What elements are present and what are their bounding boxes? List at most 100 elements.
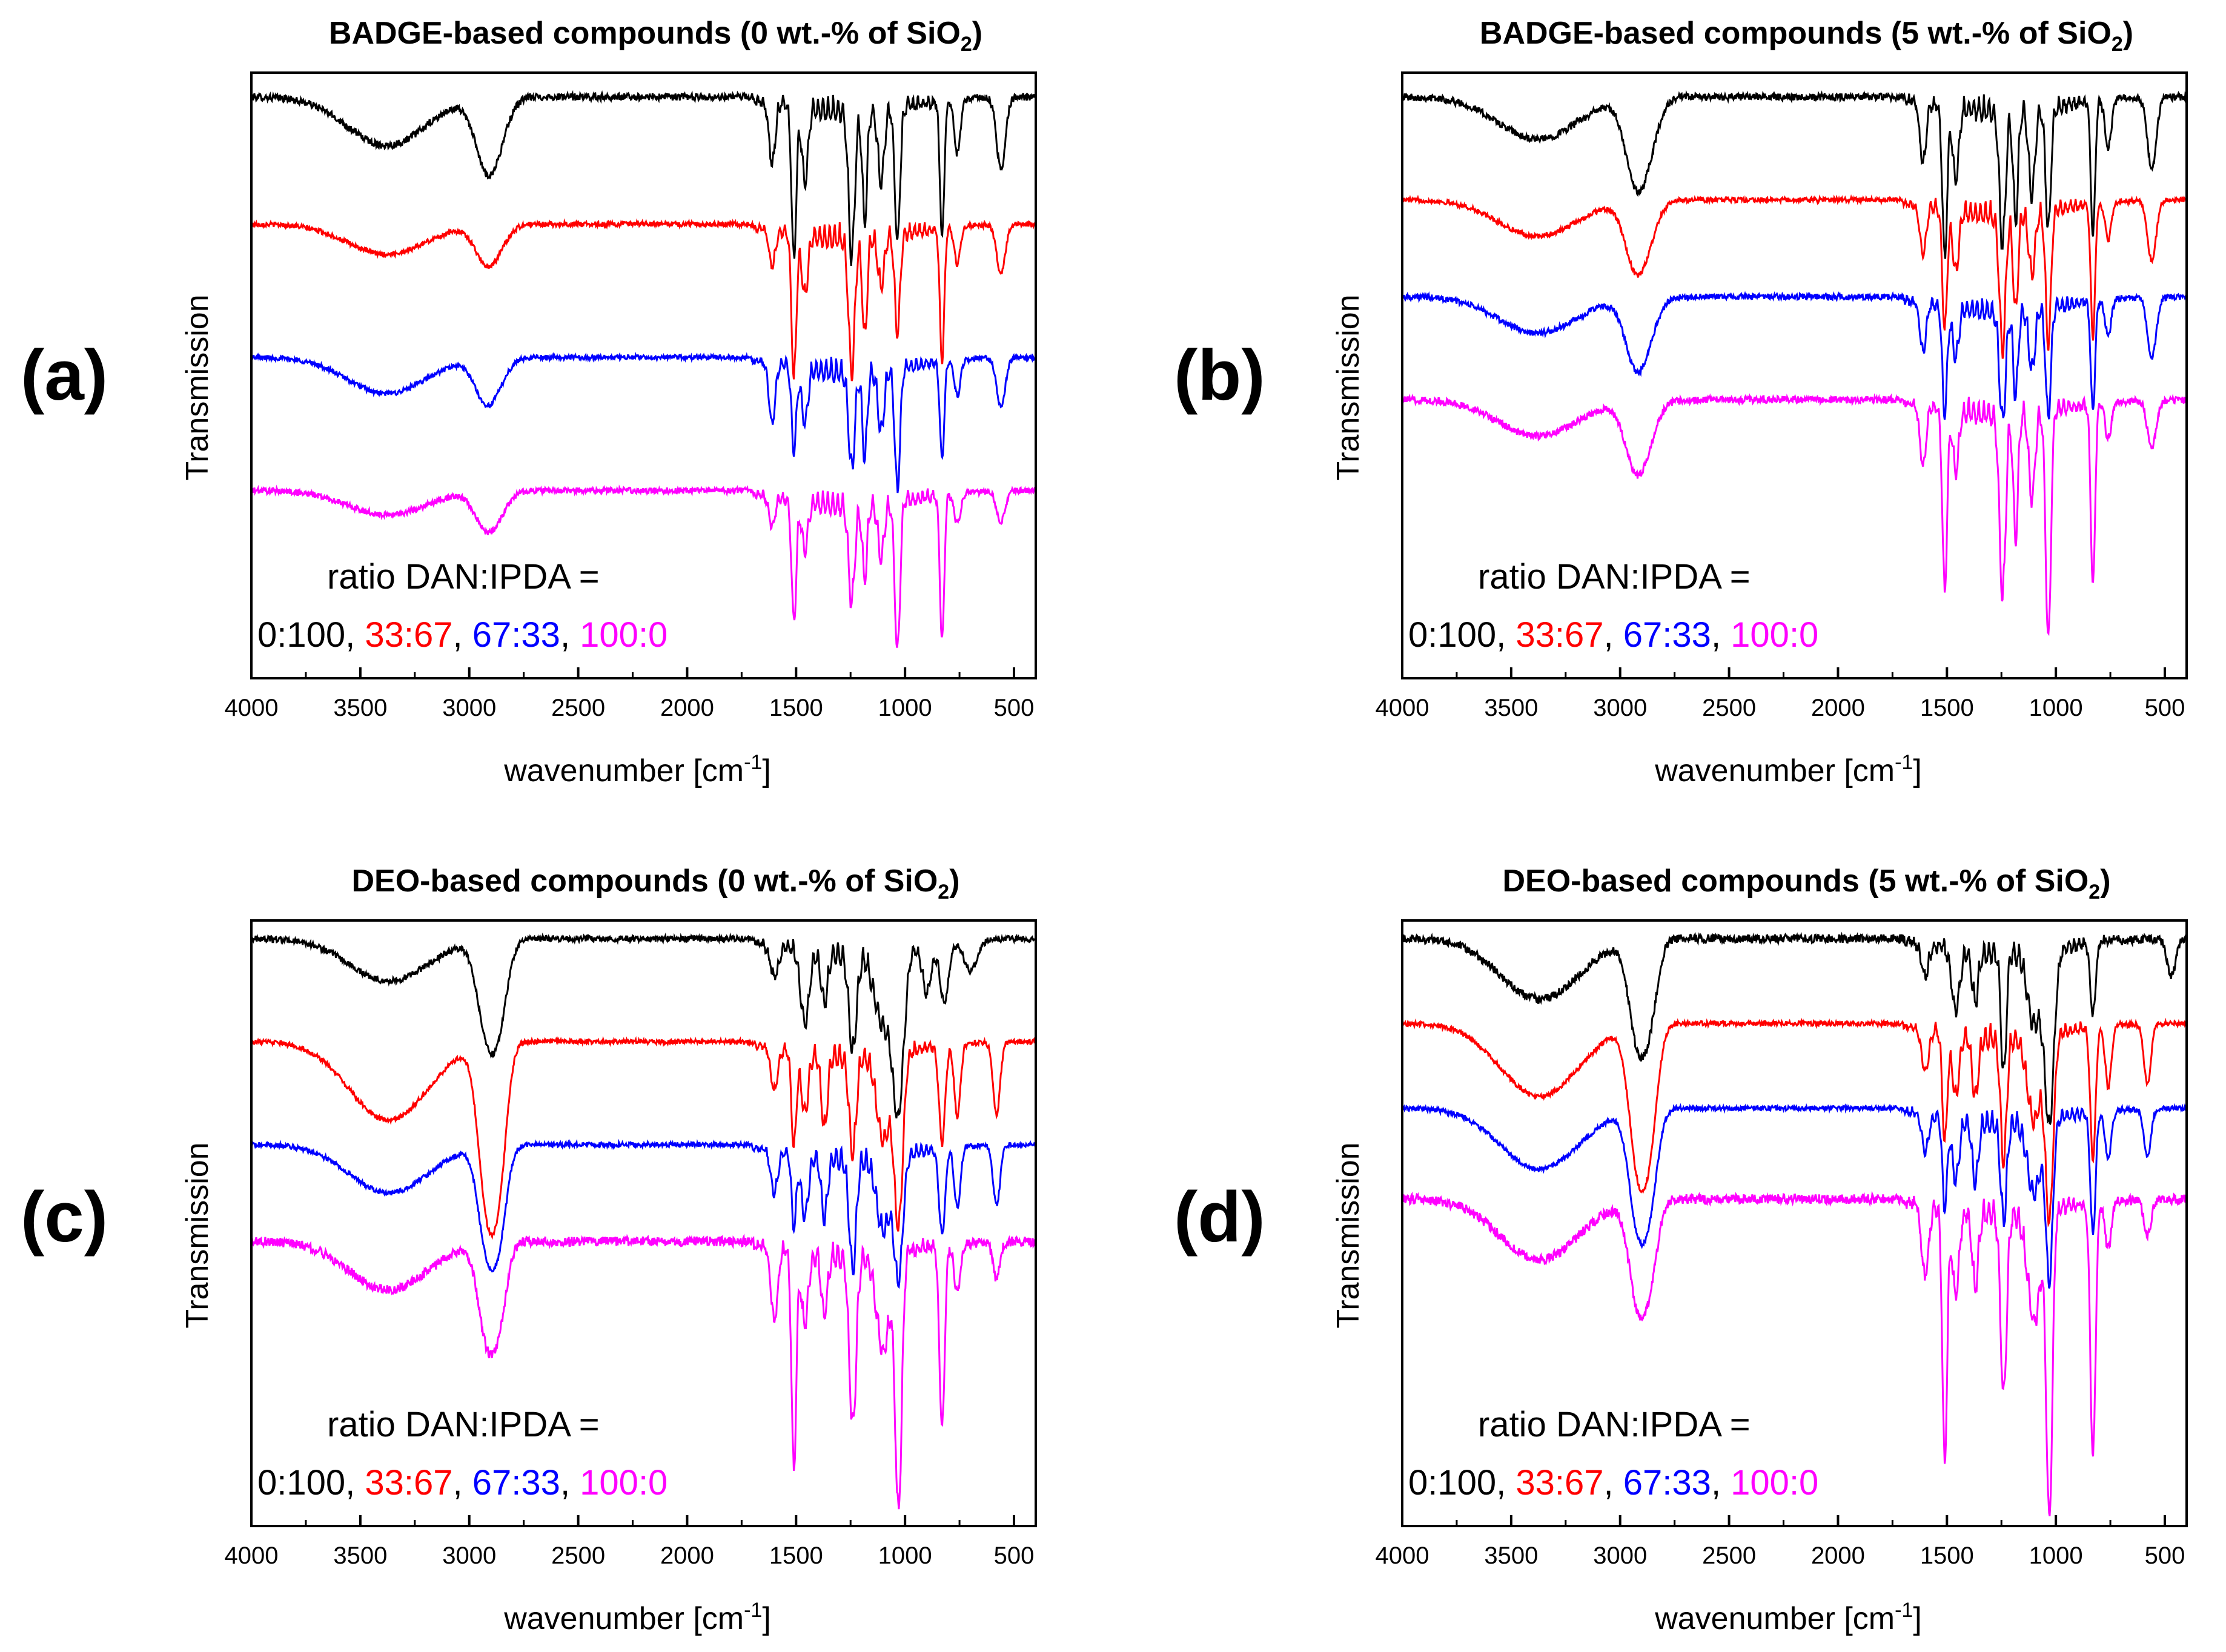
x-tick-label-3500: 3500 [1484, 1542, 1538, 1569]
x-axis-label-superscript: -1 [1895, 751, 1913, 774]
series-line-100-0 [250, 484, 1037, 648]
legend-entry-33-67: 33:67 [1515, 1463, 1603, 1502]
chart-title-close: ) [972, 16, 982, 51]
x-tick-label-3500: 3500 [1484, 695, 1538, 721]
series-line-33-67 [251, 218, 1037, 382]
x-axis-label: wavenumber [cm-1] [503, 1599, 771, 1636]
x-tick-label-2500: 2500 [551, 1542, 605, 1569]
legend-entry-100-0: 100:0 [580, 615, 667, 655]
chart-title: DEO-based compounds (0 wt.-% of SiO2) [351, 864, 959, 904]
y-axis-label: Transmission [180, 1142, 215, 1328]
x-tick-label-1000: 1000 [2029, 695, 2083, 721]
x-axis-label: wavenumber [cm-1] [1654, 751, 1922, 788]
x-axis-label-close: ] [1913, 753, 1921, 788]
legend-entry-0-100: 0:100 [257, 615, 345, 655]
chart-title-close: ) [949, 864, 959, 899]
panel-label: (a) [21, 335, 108, 415]
x-tick-label-1500: 1500 [769, 1542, 823, 1569]
series-line-100-0 [1401, 1191, 2188, 1516]
x-tick-label-500: 500 [2145, 1542, 2185, 1569]
y-axis-label: Transmission [1331, 294, 1366, 480]
chart-panel-a: 4000 3500 3000 2500 2000 1500 1000 500 BADGE-bas… [21, 16, 1037, 788]
legend-separator: , [345, 615, 365, 655]
legend-entry-0-100: 0:100 [1408, 615, 1496, 655]
x-tick-label-2000: 2000 [1811, 1542, 1865, 1569]
legend-title: ratio DAN:IPDA = [1478, 1405, 1751, 1444]
series-line-67-33 [1401, 291, 2188, 420]
x-tick-label-1000: 1000 [878, 1542, 932, 1569]
series-line-0-100 [250, 90, 1037, 266]
x-axis-label-close: ] [762, 753, 770, 788]
plot-frame [250, 71, 1037, 679]
series-line-0-100 [1402, 90, 2188, 259]
legend-entry-33-67: 33:67 [1515, 615, 1603, 655]
x-tick-label-500: 500 [994, 1542, 1035, 1569]
chart-title-text: DEO-based compounds (0 wt.-% of SiO [351, 864, 938, 899]
chart-panel-b: 4000 3500 3000 2500 2000 1500 1000 500 BADGE-bas… [1174, 16, 2188, 788]
legend-title: ratio DAN:IPDA = [327, 1405, 600, 1444]
chart-title-subscript: 2 [961, 33, 972, 56]
chart-title-text: DEO-based compounds (5 wt.-% of SiO [1502, 864, 2089, 899]
x-tick-label-1500: 1500 [769, 695, 823, 721]
legend-entry-33-67: 33:67 [365, 1463, 452, 1502]
legend-entry-67-33: 67:33 [472, 1463, 560, 1502]
plot-frame [1401, 71, 2188, 679]
x-tick-label-4000: 4000 [225, 695, 279, 721]
legend-separator: , [1496, 615, 1515, 655]
x-axis-label-text: wavenumber [cm [503, 753, 744, 788]
series-line-100-0 [1402, 393, 2188, 636]
x-tick-label-4000: 4000 [225, 1542, 279, 1569]
legend-separator: , [560, 1463, 580, 1502]
x-tick-label-1000: 1000 [878, 695, 932, 721]
x-tick-label-2500: 2500 [551, 695, 605, 721]
x-tick-label-2500: 2500 [1702, 695, 1756, 721]
x-tick-label-4000: 4000 [1376, 1542, 1429, 1569]
chart-panel-d: 4000 3500 3000 2500 2000 1500 1000 500 DEO-based… [1174, 864, 2188, 1636]
legend-entries: 0:100, 33:67, 67:33, 100:0 [1408, 615, 1818, 655]
legend-separator: , [1604, 1463, 1623, 1502]
series-line-0-100 [250, 932, 1037, 1118]
y-axis-label: Transmission [180, 294, 215, 480]
legend-separator: , [560, 615, 580, 655]
chart-title-subscript: 2 [2112, 33, 2123, 56]
legend-entries: 0:100, 33:67, 67:33, 100:0 [257, 615, 667, 655]
x-axis-label-close: ] [1913, 1601, 1921, 1636]
legend-entry-33-67: 33:67 [365, 615, 452, 655]
x-axis-label-close: ] [762, 1601, 770, 1636]
series-line-33-67 [1401, 194, 2187, 359]
legend-entry-100-0: 100:0 [1731, 615, 1818, 655]
series-line-33-67 [250, 1036, 1037, 1240]
panel-label: (b) [1174, 335, 1265, 415]
series-line-67-33 [251, 1138, 1037, 1289]
legend-entries: 0:100, 33:67, 67:33, 100:0 [257, 1463, 667, 1502]
x-tick-label-4000: 4000 [1376, 695, 1429, 721]
legend-title: ratio DAN:IPDA = [327, 557, 600, 596]
x-axis-label-text: wavenumber [cm [503, 1601, 744, 1636]
series-line-67-33 [250, 351, 1037, 494]
x-axis-label-superscript: -1 [744, 751, 762, 774]
chart-title: BADGE-based compounds (0 wt.-% of SiO2) [329, 16, 982, 56]
panel-label: (d) [1174, 1177, 1265, 1257]
series-line-33-67 [1402, 1017, 2188, 1227]
plot-frame [1401, 919, 2188, 1527]
chart-title: DEO-based compounds (5 wt.-% of SiO2) [1502, 864, 2110, 904]
legend-entry-100-0: 100:0 [580, 1463, 667, 1502]
legend-entry-67-33: 67:33 [1623, 615, 1711, 655]
series-line-67-33 [1401, 1103, 2188, 1289]
x-axis-label-text: wavenumber [cm [1654, 1601, 1895, 1636]
x-tick-label-3000: 3000 [1593, 1542, 1647, 1569]
chart-title: BADGE-based compounds (5 wt.-% of SiO2) [1480, 16, 2133, 56]
x-tick-label-3000: 3000 [1593, 695, 1647, 721]
legend-separator: , [1496, 1463, 1515, 1502]
legend-separator: , [1711, 1463, 1731, 1502]
legend-entries: 0:100, 33:67, 67:33, 100:0 [1408, 1463, 1818, 1502]
plot-frame [250, 919, 1037, 1527]
legend-separator: , [345, 1463, 365, 1502]
chart-title-text: BADGE-based compounds (5 wt.-% of SiO [1480, 16, 2112, 51]
legend-title: ratio DAN:IPDA = [1478, 557, 1751, 596]
x-axis-label-superscript: -1 [1895, 1599, 1913, 1622]
chart-title-text: BADGE-based compounds (0 wt.-% of SiO [329, 16, 961, 51]
series-line-0-100 [1401, 931, 2188, 1125]
